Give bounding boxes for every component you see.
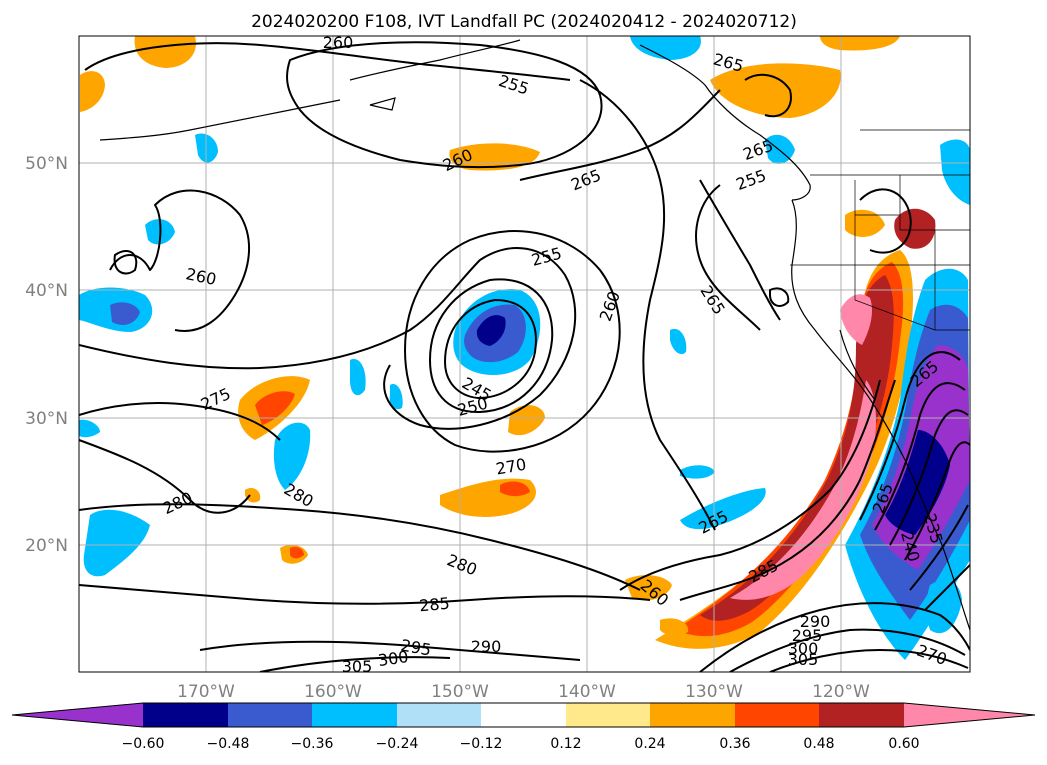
lon-label-140w: 140°W <box>558 682 616 702</box>
contour-label: 260 <box>323 33 354 52</box>
colorbar-tick-label: −0.60 <box>122 736 165 752</box>
colorbar-bin <box>143 703 228 727</box>
lat-label-20n: 20°N <box>25 536 68 556</box>
lat-label-30n: 30°N <box>25 409 68 429</box>
graticule <box>79 36 970 672</box>
lon-label-120w: 120°W <box>812 682 870 702</box>
colorbar-bin <box>481 703 566 727</box>
colorbar-tick-label: −0.24 <box>376 736 419 752</box>
colorbar-tick-label: −0.48 <box>207 736 250 752</box>
contour-label: 290 <box>800 612 831 631</box>
colorbar-extend-low <box>12 703 143 727</box>
colorbar-tick-label: 0.24 <box>634 736 665 752</box>
colorbar-bin <box>650 703 735 727</box>
ivt-contours <box>79 41 970 672</box>
colorbar-extend-high <box>904 703 1035 727</box>
lat-label-40n: 40°N <box>25 281 68 301</box>
colorbar-tick-label: 0.60 <box>888 736 919 752</box>
longitude-labels: 170°W 160°W 150°W 140°W 130°W 120°W <box>177 682 870 702</box>
contour-label: 305 <box>342 657 373 676</box>
colorbar-tick-label: 0.12 <box>550 736 581 752</box>
contour-label: 290 <box>471 637 502 656</box>
lon-label-170w: 170°W <box>177 682 235 702</box>
contour-label: 300 <box>377 647 410 670</box>
colorbar-tick-label: −0.12 <box>460 736 503 752</box>
lon-label-160w: 160°W <box>304 682 362 702</box>
latitude-labels: 50°N 40°N 30°N 20°N <box>25 154 68 556</box>
colorbar-tick-label: 0.48 <box>803 736 834 752</box>
contour-label: 305 <box>788 650 819 669</box>
colorbar-bin <box>819 703 904 727</box>
map-area: 260 255 265 260 265 255 265 260 255 260 … <box>79 33 970 676</box>
colorbar-outline <box>11 702 1036 728</box>
coastlines <box>99 39 970 631</box>
colorbar-bin <box>735 703 819 727</box>
contour-label: 300 <box>788 639 819 658</box>
colorbar-bin <box>312 703 397 727</box>
contour-label: 285 <box>418 594 450 616</box>
colorbar-tick-label: 0.36 <box>719 736 750 752</box>
contour-label: 295 <box>792 626 823 645</box>
figure-title: 2024020200 F108, IVT Landfall PC (202402… <box>251 12 797 32</box>
colorbar: −0.60 −0.48 −0.36 −0.24 −0.12 0.12 0.24 … <box>11 702 1036 752</box>
colorbar-bin <box>397 703 481 727</box>
lon-label-130w: 130°W <box>685 682 743 702</box>
map-frame <box>78 35 971 673</box>
lat-label-50n: 50°N <box>25 154 68 174</box>
colorbar-bin <box>566 703 650 727</box>
colorbar-bin <box>228 703 312 727</box>
lon-label-150w: 150°W <box>431 682 489 702</box>
colorbar-tick-label: −0.36 <box>291 736 334 752</box>
